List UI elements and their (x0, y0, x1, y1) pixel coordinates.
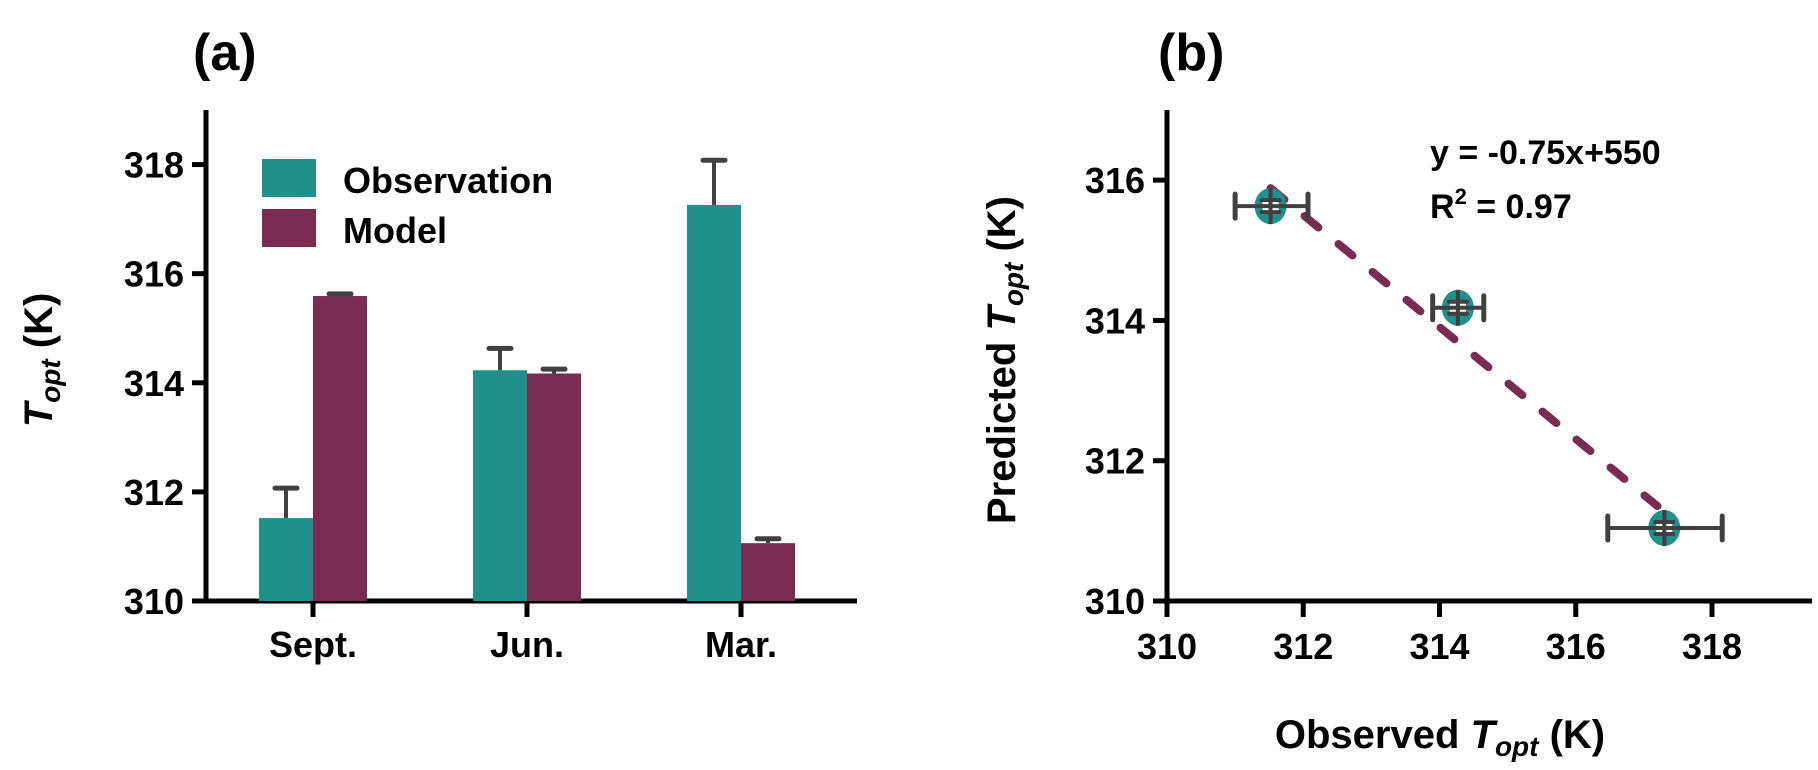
r-value: = 0.97 (1467, 188, 1572, 226)
r-squared: R2 = 0.97 (1430, 184, 1572, 226)
r-prefix: R (1430, 188, 1455, 226)
legend-label: Observation (343, 160, 553, 201)
xlabel-unit: (K) (1538, 713, 1605, 757)
xlabel-sub: opt (1495, 731, 1540, 762)
y-tick-label: 310 (1085, 581, 1145, 622)
ylabel-t: T (17, 399, 61, 427)
bar-observation (473, 370, 527, 601)
ylabel-main: Predicted (980, 331, 1024, 524)
ylabel-sub: opt (998, 261, 1029, 306)
x-tick-label: 318 (1682, 626, 1742, 667)
panel-b-xlabel: Observed Topt (K) (1275, 713, 1605, 762)
bar-model (313, 296, 367, 601)
y-tick-label: 314 (124, 363, 184, 404)
xlabel-t: T (1471, 713, 1499, 757)
x-tick-label: 312 (1273, 626, 1333, 667)
fit-line (1266, 184, 1662, 511)
ylabel-t: T (980, 303, 1024, 331)
y-tick-label: 316 (1085, 160, 1145, 201)
panel-a-ylabel: Topt (K) (17, 293, 66, 428)
x-tick-label: 314 (1409, 626, 1469, 667)
bar-observation (259, 518, 313, 601)
y-tick-label: 312 (1085, 441, 1145, 482)
legend-swatch-model (262, 209, 316, 247)
ylabel-unit: (K) (980, 196, 1024, 263)
x-tick-label: Mar. (705, 624, 777, 665)
fit-equation: y = -0.75x+550 (1430, 134, 1661, 172)
y-tick-label: 318 (124, 145, 184, 186)
y-tick-label: 310 (124, 581, 184, 622)
legend-swatch-observation (262, 159, 316, 197)
panel-b-ylabel: Predicted Topt (K) (980, 196, 1029, 524)
panel-b-scatter-chart: 310 312 314 316 310 312 314 316 318 (1085, 110, 1812, 667)
bar-observation (687, 204, 741, 601)
bar-model (527, 373, 581, 601)
xlabel-main: Observed (1275, 713, 1471, 757)
y-tick-label: 314 (1085, 300, 1145, 341)
panel-a-label: (a) (193, 24, 257, 82)
y-tick-label: 316 (124, 254, 184, 295)
r-sup: 2 (1455, 184, 1467, 209)
panel-a-bar-chart: 310 312 314 316 318 Sept. Jun. Mar. Observation M… (124, 110, 857, 665)
x-tick-label: 310 (1137, 626, 1197, 667)
bar-model (741, 543, 795, 601)
panel-b-label: (b) (1158, 24, 1224, 82)
ylabel-unit: (K) (17, 293, 61, 360)
ylabel-sub: opt (35, 358, 66, 403)
y-tick-label: 312 (124, 472, 184, 513)
x-tick-label: Jun. (490, 624, 564, 665)
x-tick-label: 316 (1546, 626, 1606, 667)
x-tick-label: Sept. (269, 624, 357, 665)
legend-label: Model (343, 210, 447, 251)
